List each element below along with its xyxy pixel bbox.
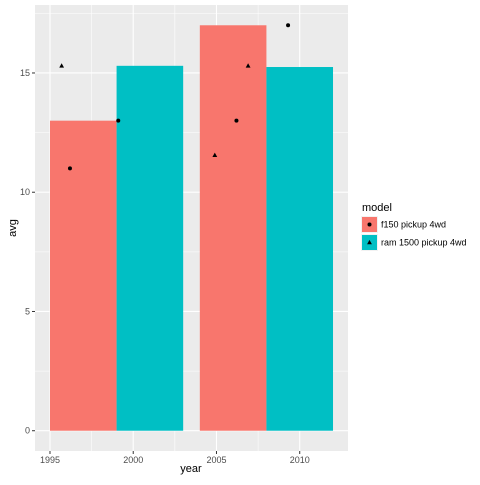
point-marker [234, 118, 239, 123]
legend-point-marker [367, 222, 372, 227]
bar [266, 67, 334, 431]
bar [116, 65, 184, 431]
legend-item: f150 pickup 4wd [361, 216, 446, 233]
x-tick-label: 1995 [40, 455, 60, 465]
point-marker [286, 23, 291, 28]
point-marker [245, 63, 251, 68]
y-tick-label: 10 [20, 187, 30, 197]
point-marker [59, 63, 65, 68]
legend: model f150 pickup 4wd ram 1500 pickup 4wd [361, 202, 467, 251]
points [59, 23, 291, 171]
x-tick-label: 2005 [206, 455, 226, 465]
legend-title: model [362, 202, 392, 214]
x-tick-label: 2000 [123, 455, 143, 465]
legend-label: f150 pickup 4wd [381, 220, 446, 230]
point-marker [212, 152, 218, 158]
legend-point-marker [367, 239, 372, 245]
legend-label: ram 1500 pickup 4wd [381, 238, 467, 248]
x-axis-title: year [180, 463, 202, 475]
y-tick-label: 0 [25, 426, 30, 436]
bar [199, 25, 267, 431]
axis-ticks: 1995 2000 2005 2010 0 5 10 15 [20, 68, 310, 465]
x-tick-label: 2010 [290, 455, 310, 465]
point-marker [116, 118, 121, 123]
y-axis-title: avg [7, 219, 19, 237]
bars [49, 25, 334, 431]
point-marker [67, 166, 72, 171]
bar [49, 120, 117, 431]
legend-item: ram 1500 pickup 4wd [361, 234, 467, 251]
y-tick-label: 15 [20, 68, 30, 78]
y-tick-label: 5 [25, 306, 30, 316]
